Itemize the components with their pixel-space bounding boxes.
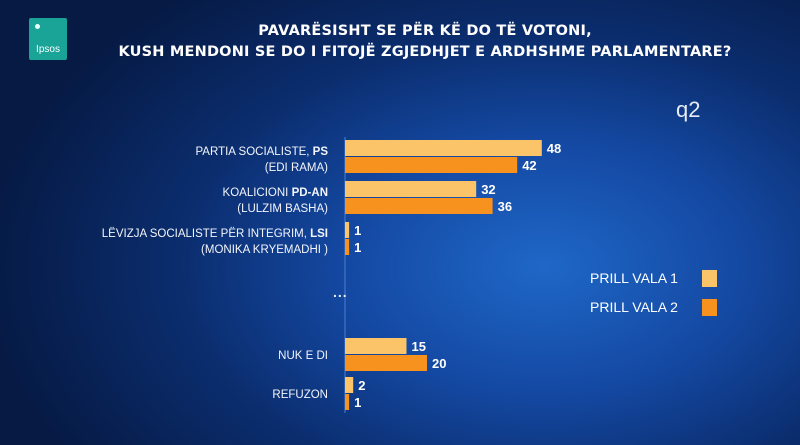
bar-ps-series-2 <box>345 157 518 173</box>
value-label-nuk-e-di-series-1: 15 <box>412 339 426 354</box>
ipsos-logo: Ipsos <box>29 18 67 60</box>
bar-ps-series-1 <box>345 140 542 156</box>
category-label-pd-an: KOALICIONI PD-AN <box>223 187 328 199</box>
bar-nuk-e-di-series-1 <box>345 338 407 354</box>
category-label-ps: PARTIA SOCIALISTE, PS <box>195 146 328 158</box>
value-label-pd-an-series-2: 36 <box>498 199 512 214</box>
bar-lsi-series-2 <box>345 239 350 255</box>
value-label-ps-series-2: 42 <box>522 158 536 173</box>
chart-title-line-2: KUSH MENDONI SE DO I FITOJË ZGJEDHJET E … <box>118 44 732 60</box>
value-label-nuk-e-di-series-2: 20 <box>432 356 446 371</box>
value-label-refuzon-series-2: 1 <box>354 395 361 410</box>
question-code: q2 <box>676 97 701 122</box>
value-label-ps-series-1: 48 <box>547 141 561 156</box>
logo-text: Ipsos <box>36 44 60 55</box>
legend-label-vala-2: PRILL VALA 2 <box>590 299 678 315</box>
logo-dot <box>35 24 40 29</box>
value-label-refuzon-series-1: 2 <box>358 378 365 393</box>
bar-pd-an-series-2 <box>345 198 493 214</box>
bar-refuzon-series-1 <box>345 377 354 393</box>
category-label-lsi: LËVIZJA SOCIALISTE PËR INTEGRIM, LSI <box>102 228 328 240</box>
category-sublabel-lsi: (MONIKA KRYEMADHI ) <box>201 244 328 256</box>
bar-nuk-e-di-series-2 <box>345 355 427 371</box>
chart-title-line-1: PAVARËSISHT SE PËR KË DO TË VOTONI, <box>258 23 592 39</box>
legend-item-vala-1: PRILL VALA 1 <box>590 268 717 288</box>
category-label-nuk-e-di: NUK E DI <box>278 350 328 362</box>
value-label-lsi-series-1: 1 <box>354 223 361 238</box>
legend-item-vala-2: PRILL VALA 2 <box>590 297 717 317</box>
category-sublabel-pd-an: (LULZIM BASHA) <box>237 203 328 215</box>
value-label-lsi-series-2: 1 <box>354 240 361 255</box>
category-sublabel-ps: (EDI RAMA) <box>265 162 328 174</box>
legend-swatch-vala-1 <box>702 269 717 287</box>
bar-refuzon-series-2 <box>345 394 350 410</box>
category-label-refuzon: REFUZON <box>272 389 328 401</box>
bar-lsi-series-1 <box>345 222 350 238</box>
bar-pd-an-series-1 <box>345 181 477 197</box>
omitted-categories-dots: ... <box>333 284 348 300</box>
legend-swatch-vala-2 <box>702 298 717 316</box>
legend-label-vala-1: PRILL VALA 1 <box>590 270 678 286</box>
value-label-pd-an-series-1: 32 <box>481 182 495 197</box>
